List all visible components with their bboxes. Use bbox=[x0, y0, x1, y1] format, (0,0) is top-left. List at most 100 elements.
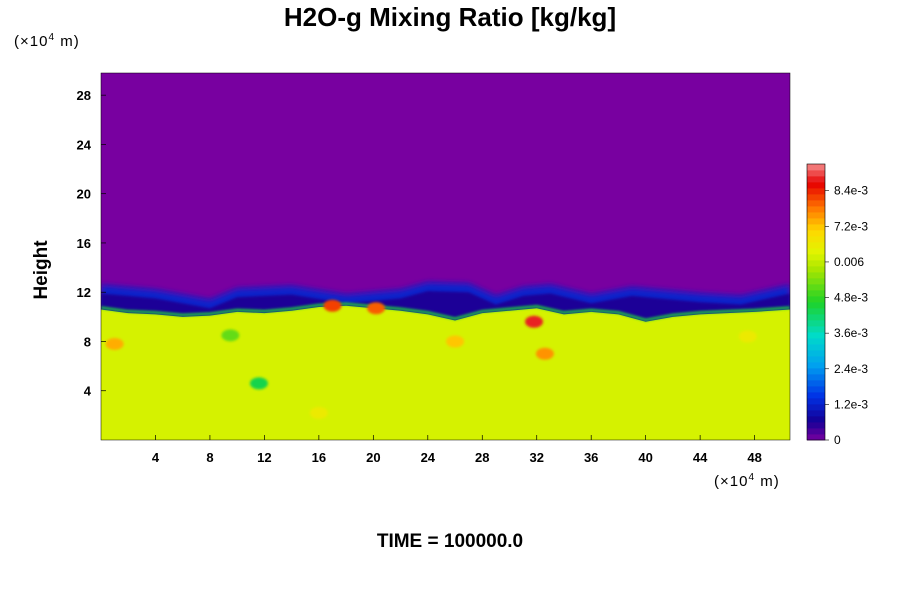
moist-patch-8 bbox=[309, 406, 328, 419]
colorbar-segment bbox=[807, 302, 825, 309]
colorbar-segment bbox=[807, 206, 825, 213]
y-unit-exponent: 4 bbox=[48, 32, 56, 43]
time-label: TIME = 100000.0 bbox=[376, 531, 524, 552]
y-unit-multiplier: ×10 bbox=[20, 33, 49, 50]
colorbar-segment bbox=[807, 182, 825, 189]
y-tick-label: 16 bbox=[77, 236, 91, 251]
x-tick-label: 12 bbox=[257, 450, 271, 465]
y-tick-label: 20 bbox=[77, 187, 91, 202]
colorbar-tick-label: 3.6e-3 bbox=[834, 326, 868, 340]
colorbar-segment bbox=[807, 224, 825, 231]
colorbar-segment bbox=[807, 176, 825, 183]
colorbar-segment bbox=[807, 236, 825, 243]
colorbar-segment bbox=[807, 404, 825, 411]
x-unit-multiplier: ×10 bbox=[720, 473, 749, 490]
colorbar-segment bbox=[807, 194, 825, 201]
moist-patch-2 bbox=[323, 299, 342, 312]
moist-patch-1 bbox=[249, 377, 268, 390]
colorbar-tick-label: 8.4e-3 bbox=[834, 184, 868, 198]
y-tick-label: 28 bbox=[77, 88, 91, 103]
x-tick-label: 28 bbox=[475, 450, 489, 465]
colorbar-segment bbox=[807, 188, 825, 195]
colorbar-segment bbox=[807, 338, 825, 345]
colorbar-segment bbox=[807, 248, 825, 255]
colorbar-segment bbox=[807, 278, 825, 285]
colorbar-segment bbox=[807, 398, 825, 405]
x-tick-label: 24 bbox=[421, 450, 436, 465]
colorbar-segment bbox=[807, 416, 825, 423]
y-tick-label: 8 bbox=[84, 334, 91, 349]
colorbar-segment bbox=[807, 374, 825, 381]
moist-patch-3 bbox=[367, 302, 386, 315]
colorbar-segment bbox=[807, 164, 825, 171]
colorbar-tick-label: 7.2e-3 bbox=[834, 219, 868, 233]
x-axis-unit: (×104 m) bbox=[714, 472, 780, 490]
y-tick-label: 4 bbox=[84, 384, 92, 399]
colorbar-tick-label: 0.006 bbox=[834, 255, 864, 269]
colorbar-segment bbox=[807, 284, 825, 291]
colorbar-segment bbox=[807, 308, 825, 315]
colorbar-segment bbox=[807, 428, 825, 435]
x-tick-label: 36 bbox=[584, 450, 598, 465]
moist-patch-6 bbox=[535, 347, 554, 360]
x-tick-label: 16 bbox=[312, 450, 326, 465]
heatmap-field bbox=[101, 73, 790, 440]
colorbar-segment bbox=[807, 380, 825, 387]
colorbar-segment bbox=[807, 434, 825, 441]
x-tick-label: 48 bbox=[747, 450, 761, 465]
colorbar-segment bbox=[807, 368, 825, 375]
colorbar-segment bbox=[807, 344, 825, 351]
moist-patch-0 bbox=[105, 337, 124, 350]
colorbar-segment bbox=[807, 296, 825, 303]
colorbar-segment bbox=[807, 314, 825, 321]
y-tick-label: 12 bbox=[77, 285, 91, 300]
colorbar-segment bbox=[807, 260, 825, 267]
y-axis-unit: (×104 m) bbox=[14, 32, 80, 50]
colorbar-segment bbox=[807, 212, 825, 219]
moist-patch-9 bbox=[221, 329, 240, 342]
moist-patch-7 bbox=[738, 330, 757, 343]
colorbar-segment bbox=[807, 326, 825, 333]
colorbar-tick-label: 1.2e-3 bbox=[834, 397, 868, 411]
colorbar-segment bbox=[807, 332, 825, 339]
x-tick-label: 8 bbox=[206, 450, 213, 465]
x-tick-label: 44 bbox=[693, 450, 708, 465]
x-tick-label: 4 bbox=[152, 450, 160, 465]
colorbar-segment bbox=[807, 350, 825, 357]
y-unit-text: m bbox=[60, 33, 74, 50]
colorbar-segment bbox=[807, 200, 825, 207]
colorbar-tick-label: 0 bbox=[834, 433, 841, 447]
x-unit-text: m bbox=[760, 473, 774, 490]
y-ticks: 4 8 12 16 20 24 28 bbox=[77, 88, 106, 399]
colorbar-segment bbox=[807, 392, 825, 399]
interface-edge bbox=[101, 302, 790, 322]
colorbar-segment bbox=[807, 410, 825, 417]
colorbar-segment bbox=[807, 290, 825, 297]
colorbar-segment bbox=[807, 356, 825, 363]
colorbar-segment bbox=[807, 362, 825, 369]
colorbar-segment bbox=[807, 386, 825, 393]
colorbar: 0 1.2e-3 2.4e-3 3.6e-3 4.8e-3 0.006 7.2e-3 8.4e… bbox=[806, 163, 868, 447]
x-unit-exponent: 4 bbox=[748, 472, 756, 483]
moist-patch-4 bbox=[446, 335, 465, 348]
colorbar-segment bbox=[807, 254, 825, 261]
colorbar-tick-label: 2.4e-3 bbox=[834, 362, 868, 376]
chart-title: H2O-g Mixing Ratio [kg/kg] bbox=[283, 2, 617, 32]
x-tick-label: 32 bbox=[529, 450, 543, 465]
colorbar-segment bbox=[807, 218, 825, 225]
x-ticks: 4 8 12 16 20 24 28 32 36 40 44 48 bbox=[152, 435, 762, 465]
colorbar-segment bbox=[807, 272, 825, 279]
colorbar-segment bbox=[807, 422, 825, 429]
colorbar-tick-label: 4.8e-3 bbox=[834, 291, 868, 305]
colorbar-frame bbox=[806, 163, 826, 441]
x-tick-label: 20 bbox=[366, 450, 380, 465]
colorbar-segment bbox=[807, 266, 825, 273]
plot-frame bbox=[100, 72, 791, 441]
colorbar-segment bbox=[807, 242, 825, 249]
x-tick-label: 40 bbox=[638, 450, 652, 465]
colorbar-segment bbox=[807, 170, 825, 177]
colorbar-segment bbox=[807, 230, 825, 237]
colorbar-segment bbox=[807, 320, 825, 327]
moist-patch-5 bbox=[525, 315, 544, 328]
